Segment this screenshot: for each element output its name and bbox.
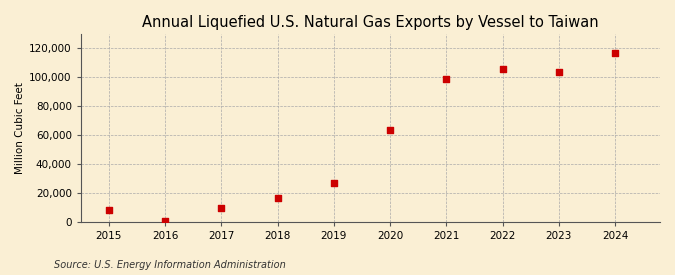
Y-axis label: Million Cubic Feet: Million Cubic Feet — [15, 82, 25, 174]
Point — [160, 219, 171, 223]
Text: Source: U.S. Energy Information Administration: Source: U.S. Energy Information Administ… — [54, 260, 286, 270]
Point — [441, 77, 452, 82]
Point — [610, 51, 620, 56]
Point — [103, 208, 114, 212]
Point — [497, 66, 508, 71]
Point — [272, 196, 283, 200]
Point — [385, 128, 396, 132]
Point — [216, 206, 227, 210]
Point — [554, 69, 564, 74]
Point — [329, 180, 340, 185]
Title: Annual Liquefied U.S. Natural Gas Exports by Vessel to Taiwan: Annual Liquefied U.S. Natural Gas Export… — [142, 15, 599, 30]
